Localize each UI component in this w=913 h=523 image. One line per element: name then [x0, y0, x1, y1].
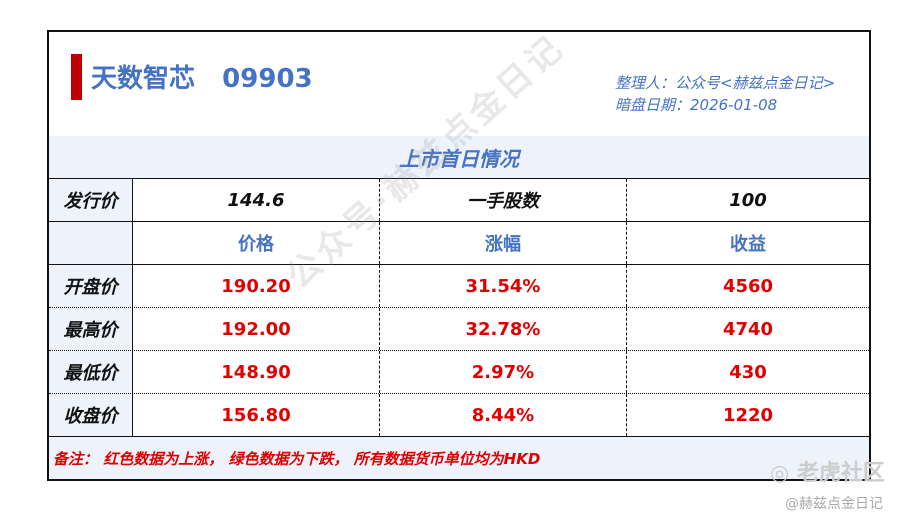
- row-price: 192.00: [133, 308, 380, 350]
- table-row: 最低价 148.90 2.97% 430: [49, 351, 869, 394]
- row-label: 收盘价: [49, 394, 133, 436]
- row-label: 开盘价: [49, 265, 133, 307]
- accent-bar: [71, 54, 82, 100]
- footnote: 备注： 红色数据为上涨， 绿色数据为下跌， 所有数据货币单位均为HKD: [49, 437, 869, 479]
- row-price: 156.80: [133, 394, 380, 436]
- table-row: 收盘价 156.80 8.44% 1220: [49, 394, 869, 437]
- col-change: 涨幅: [380, 222, 627, 264]
- row-change: 32.78%: [380, 308, 627, 350]
- ipo-summary-card: 天数智芯 09903 整理人：公众号<赫兹点金日记> 暗盘日期：2026-01-…: [47, 30, 871, 481]
- lot-label: 一手股数: [380, 179, 627, 221]
- row-price: 148.90: [133, 351, 380, 393]
- issue-label: 发行价: [49, 179, 133, 221]
- section-title-row: 上市首日情况: [49, 136, 869, 179]
- row-profit: 1220: [722, 404, 774, 426]
- stock-name: 天数智芯: [91, 64, 196, 94]
- lot-size: 100: [729, 189, 767, 211]
- issue-row: 发行价 144.6 一手股数 100: [49, 179, 869, 222]
- empty-cell: [49, 222, 133, 264]
- row-profit: 4560: [722, 275, 774, 297]
- row-label: 最低价: [49, 351, 133, 393]
- row-label: 最高价: [49, 308, 133, 350]
- row-change: 31.54%: [380, 265, 627, 307]
- brand-text: 老虎社区: [796, 461, 885, 486]
- table-row: 开盘价 190.20 31.54% 4560: [49, 265, 869, 308]
- author-handle: @赫兹点金日记: [785, 496, 883, 512]
- compiler: 整理人：公众号<赫兹点金日记>: [615, 74, 836, 92]
- row-profit: 430: [729, 361, 767, 383]
- stock-code: 09903: [222, 64, 313, 94]
- section-title: 上市首日情况: [399, 146, 519, 171]
- row-profit: 4740: [722, 318, 774, 340]
- meta-info: 整理人：公众号<赫兹点金日记> 暗盘日期：2026-01-08: [615, 72, 835, 116]
- col-profit: 收益: [730, 234, 766, 255]
- brand-watermark: ◎ 老虎社区: [770, 455, 885, 487]
- issue-price: 144.6: [133, 179, 380, 221]
- row-price: 190.20: [133, 265, 380, 307]
- col-price: 价格: [133, 222, 380, 264]
- stock-title: 天数智芯 09903: [91, 58, 313, 95]
- row-change: 8.44%: [380, 394, 627, 436]
- column-header-row: 价格 涨幅 收益: [49, 222, 869, 265]
- row-change: 2.97%: [380, 351, 627, 393]
- date: 暗盘日期：2026-01-08: [615, 96, 778, 114]
- tiger-logo-icon: ◎: [770, 461, 790, 486]
- table-row: 最高价 192.00 32.78% 4740: [49, 308, 869, 351]
